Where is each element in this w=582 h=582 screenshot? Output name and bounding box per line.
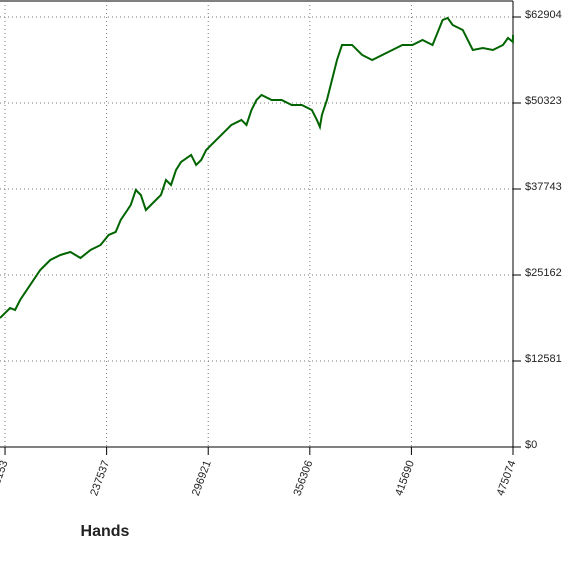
data-line <box>0 16 514 319</box>
y-tick-label: $25162 <box>525 267 562 279</box>
y-tick-label: $62904 <box>525 9 562 21</box>
y-tick-label: $50323 <box>525 95 562 107</box>
y-tick-label: $0 <box>525 439 537 451</box>
x-axis-label: Hands <box>81 523 130 540</box>
y-tick-label: $37743 <box>525 181 562 193</box>
y-tick-label: $12581 <box>525 353 562 365</box>
